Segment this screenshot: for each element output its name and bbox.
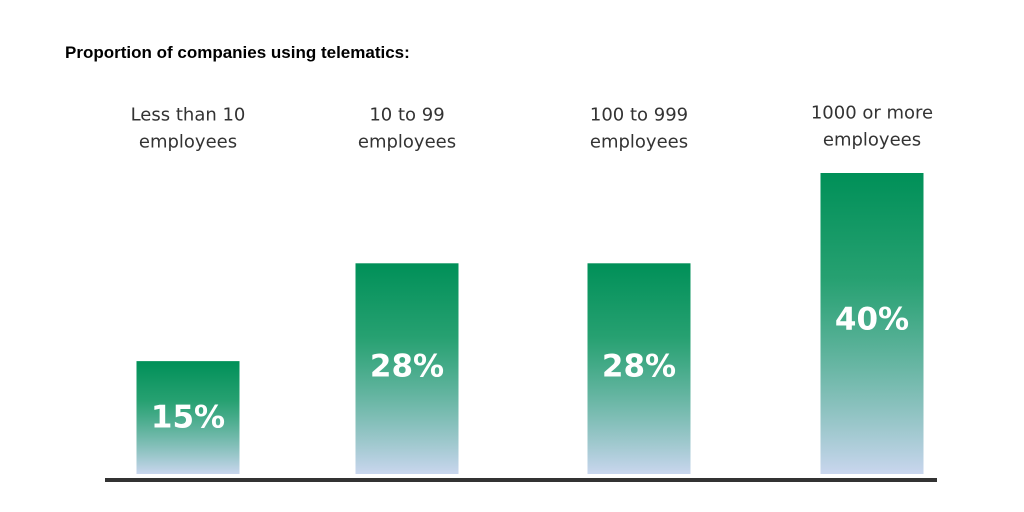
bar-value-label-1: 28% bbox=[370, 348, 444, 384]
category-label-2-line-0: 100 to 999 bbox=[590, 105, 688, 126]
bar-value-label-0: 15% bbox=[151, 399, 225, 435]
bar-value-label-3: 40% bbox=[835, 301, 909, 337]
bar-0 bbox=[136, 361, 240, 474]
category-label-3-line-0: 1000 or more bbox=[811, 103, 933, 124]
bar-1 bbox=[355, 263, 459, 474]
category-label-1-line-0: 10 to 99 bbox=[369, 105, 444, 126]
category-label-2-line-1: employees bbox=[590, 132, 688, 153]
category-label-3-line-1: employees bbox=[823, 130, 921, 151]
bar-value-label-2: 28% bbox=[602, 348, 676, 384]
category-label-0-line-1: employees bbox=[139, 132, 237, 153]
category-label-1-line-1: employees bbox=[358, 132, 456, 153]
bar-3 bbox=[820, 173, 924, 474]
chart-title: Proportion of companies using telematics… bbox=[65, 43, 410, 62]
bar-2 bbox=[587, 263, 691, 474]
category-label-0-line-0: Less than 10 bbox=[131, 105, 246, 126]
